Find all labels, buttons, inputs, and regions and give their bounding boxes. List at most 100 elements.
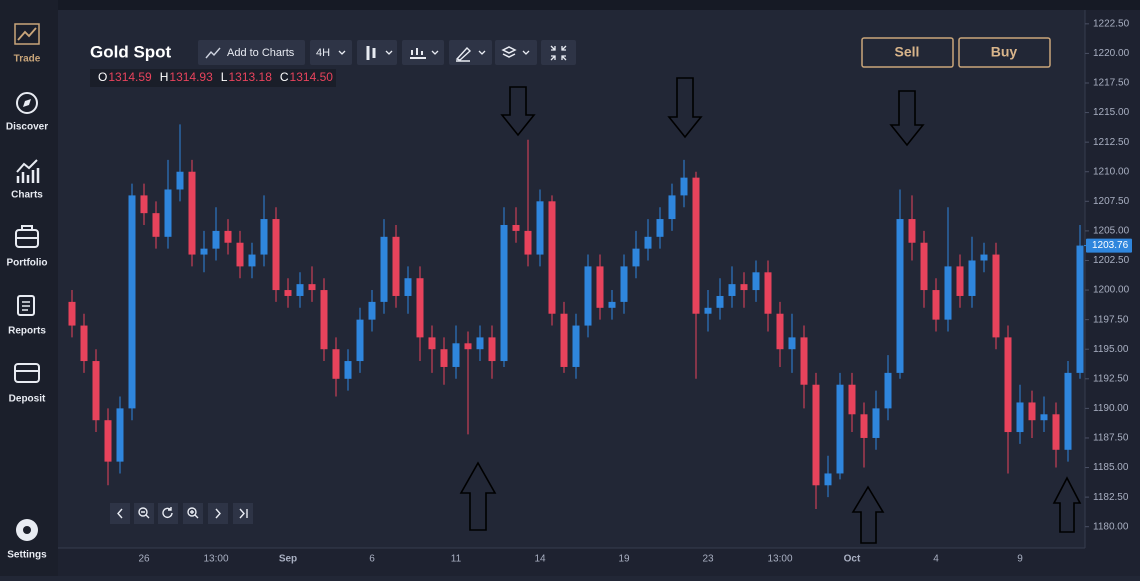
plot (68, 124, 1084, 509)
chevron (431, 50, 439, 55)
ohlc-key: O (98, 70, 107, 84)
zoom-out[interactable] (134, 503, 154, 524)
control-icon (239, 508, 248, 519)
indicators-button[interactable] (402, 40, 444, 65)
ohlc-bg (90, 69, 336, 87)
collapse-button[interactable] (541, 40, 576, 65)
button-label: Sell (895, 44, 920, 60)
nav-discover[interactable]: Discover (6, 92, 48, 133)
button-icon (550, 45, 567, 61)
deposit-icon (14, 363, 40, 383)
sidebar (0, 0, 58, 576)
candle-body (356, 319, 364, 362)
y-tick-label: 1210.00 (1093, 166, 1130, 177)
button-icon (366, 46, 376, 60)
nav-charts[interactable]: Charts (11, 159, 43, 201)
candle-body (176, 171, 184, 190)
button-icon (205, 47, 221, 59)
candle-body (380, 236, 388, 302)
x-tick-label: 13:00 (203, 554, 228, 565)
candle-body (188, 171, 196, 255)
button-bg (541, 40, 576, 65)
ohlc-key: H (160, 70, 169, 84)
candle-body (428, 337, 436, 350)
candle-body (236, 242, 244, 267)
price-axis (1085, 10, 1140, 576)
candle-body (272, 219, 280, 291)
candle-body (464, 343, 472, 350)
candle-body (728, 284, 736, 296)
x-tick-label: 14 (534, 554, 546, 565)
x-tick-label: 26 (138, 554, 150, 565)
last-price-tag (1086, 238, 1132, 253)
candle-body (860, 414, 868, 438)
scroll-end[interactable] (233, 503, 253, 524)
drawing-button[interactable] (449, 40, 492, 65)
down-arrow (667, 77, 703, 139)
nav-settings[interactable]: Settings (7, 519, 47, 561)
control-icon (190, 510, 199, 519)
charts-icon (16, 159, 38, 173)
sell-button[interactable]: Sell (861, 37, 954, 68)
candle-body (200, 248, 208, 255)
button-icon (501, 46, 517, 58)
control-bg (233, 503, 253, 524)
zoom-in[interactable] (183, 503, 203, 524)
chart-type-button[interactable] (357, 40, 397, 65)
control-icon (215, 508, 221, 519)
button-bg (198, 40, 305, 65)
candle-body (488, 337, 496, 362)
candle-body (812, 384, 820, 486)
candle-body (824, 473, 832, 486)
down-arrow (500, 86, 536, 137)
nav-reports[interactable]: Reports (8, 295, 46, 337)
candle-body (956, 266, 964, 296)
top-strip (0, 0, 1140, 10)
nav-trade[interactable]: Trade (14, 23, 41, 65)
ohlc-value: 1314.93 (169, 70, 213, 84)
candle-body (980, 254, 988, 261)
ohlc-row: O 1314.59 H 1314.93 L 1313.18 C 1314.50 (90, 69, 336, 87)
candle-body (680, 177, 688, 196)
button-bg (310, 40, 352, 65)
button-label: Buy (991, 44, 1018, 60)
layers-button[interactable] (495, 40, 537, 65)
candle-body (1028, 402, 1036, 421)
charts-bars (16, 168, 40, 183)
down-arrow (889, 90, 925, 147)
y-tick-label: 1202.50 (1093, 255, 1130, 266)
up-arrow (1052, 476, 1082, 533)
candle-body (1004, 337, 1012, 433)
x-tick-label: 11 (451, 554, 462, 565)
y-tick-label: 1220.00 (1093, 48, 1130, 59)
control-icon (141, 511, 150, 519)
candle-body (92, 361, 100, 421)
scroll-right[interactable] (208, 503, 228, 524)
candle-body (140, 195, 148, 214)
candle-body (740, 284, 748, 291)
add-to-charts-button[interactable]: Add to Charts (198, 40, 305, 65)
ohlc-key: C (280, 70, 289, 84)
candle-body (536, 201, 544, 255)
nav-label: Discover (6, 122, 48, 133)
scroll-left[interactable] (110, 503, 130, 524)
buy-button[interactable]: Buy (958, 37, 1051, 68)
button-bg (449, 40, 492, 65)
reset[interactable] (158, 503, 178, 524)
nav-label: Charts (11, 190, 43, 201)
y-tick-label: 1212.50 (1093, 137, 1130, 148)
y-tick-label: 1217.50 (1093, 78, 1130, 89)
y-tick-label: 1187.50 (1093, 433, 1129, 444)
control-icon (187, 507, 197, 517)
time-axis (58, 548, 1085, 576)
candle-body (224, 230, 232, 243)
candle-body (668, 195, 676, 220)
candle-body (416, 278, 424, 338)
candle-body (368, 301, 376, 320)
interval-button[interactable]: 4H (310, 40, 352, 65)
nav-label: Trade (14, 54, 41, 65)
nav-portfolio[interactable]: Portfolio (6, 225, 48, 269)
candle-body (620, 266, 628, 302)
nav-deposit[interactable]: Deposit (9, 363, 46, 405)
